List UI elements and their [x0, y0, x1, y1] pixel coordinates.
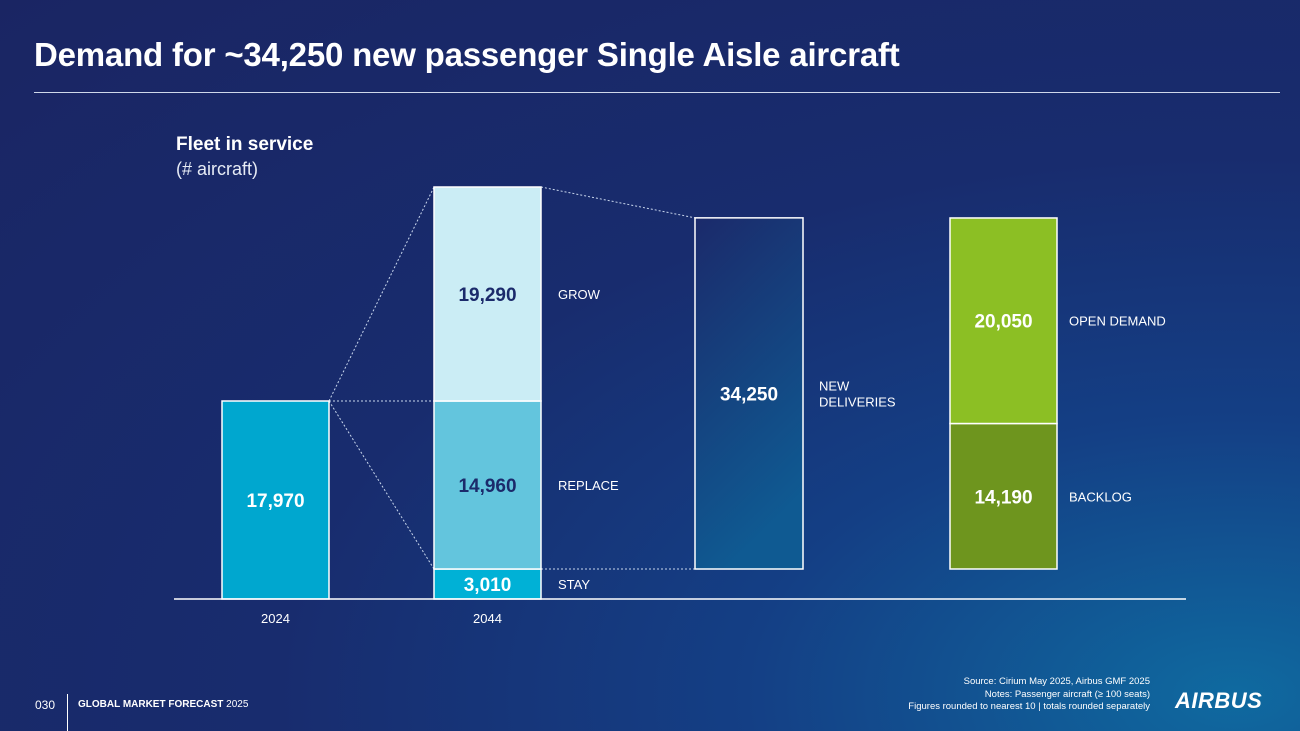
source-notes: Source: Cirium May 2025, Airbus GMF 2025…	[908, 676, 1150, 714]
segment-label: GROW	[558, 287, 601, 302]
source-line: Source: Cirium May 2025, Airbus GMF 2025	[963, 676, 1150, 687]
data-label: 17,970	[246, 491, 304, 512]
bar-segment-fleet-2044-replace	[433, 400, 542, 570]
segment-label: BACKLOG	[1069, 489, 1132, 504]
segment-label: REPLACE	[558, 478, 619, 493]
data-label: 3,010	[464, 575, 512, 596]
segment-label: NEW	[819, 378, 850, 393]
labels-layer: 17,970 2024 3,010 STAY 14,960 REPLACE 19,290 GR…	[246, 285, 1165, 626]
data-label: 20,050	[974, 312, 1032, 333]
segment-label: OPEN DEMAND	[1069, 314, 1166, 329]
footer-brand-year: 2025	[226, 699, 249, 710]
footer-brand: GLOBAL MARKET FORECAST 2025	[78, 699, 248, 710]
title-divider	[34, 92, 1280, 93]
bar-segment-demand-split-open-demand	[949, 217, 1058, 425]
data-label: 14,190	[974, 487, 1032, 508]
category-label: 2024	[261, 611, 290, 626]
data-label: 19,290	[458, 285, 516, 306]
footer-separator	[67, 694, 68, 731]
data-label: 14,960	[458, 476, 516, 497]
source-line: Figures rounded to nearest 10 | totals r…	[908, 701, 1150, 712]
chart-subtitle: (# aircraft)	[176, 159, 259, 179]
bar-connectors	[328, 186, 696, 570]
connector-line	[540, 186, 696, 219]
page-title: Demand for ~34,250 new passenger Single …	[34, 36, 900, 73]
bar-segment-demand-split-backlog	[949, 422, 1058, 570]
bar-segment-fleet-2044-grow	[433, 186, 542, 402]
category-label: 2044	[473, 611, 502, 626]
segment-label: DELIVERIES	[819, 394, 896, 409]
segment-label: STAY	[558, 577, 590, 592]
source-line: Notes: Passenger aircraft (≥ 100 seats)	[984, 688, 1150, 700]
bar-segment-fleet-2024	[221, 400, 330, 600]
bars-layer	[221, 186, 1058, 600]
footer-brand-name: GLOBAL MARKET FORECAST	[78, 699, 224, 710]
airbus-logo: AIRBUS	[1175, 688, 1263, 713]
bar-segment-new-deliveries-new-deliveries	[694, 217, 804, 570]
chart-title: Fleet in service	[176, 134, 314, 155]
page-number: 030	[35, 698, 56, 712]
data-label: 34,250	[720, 384, 778, 405]
connector-line	[328, 186, 435, 402]
connector-line	[328, 400, 435, 570]
